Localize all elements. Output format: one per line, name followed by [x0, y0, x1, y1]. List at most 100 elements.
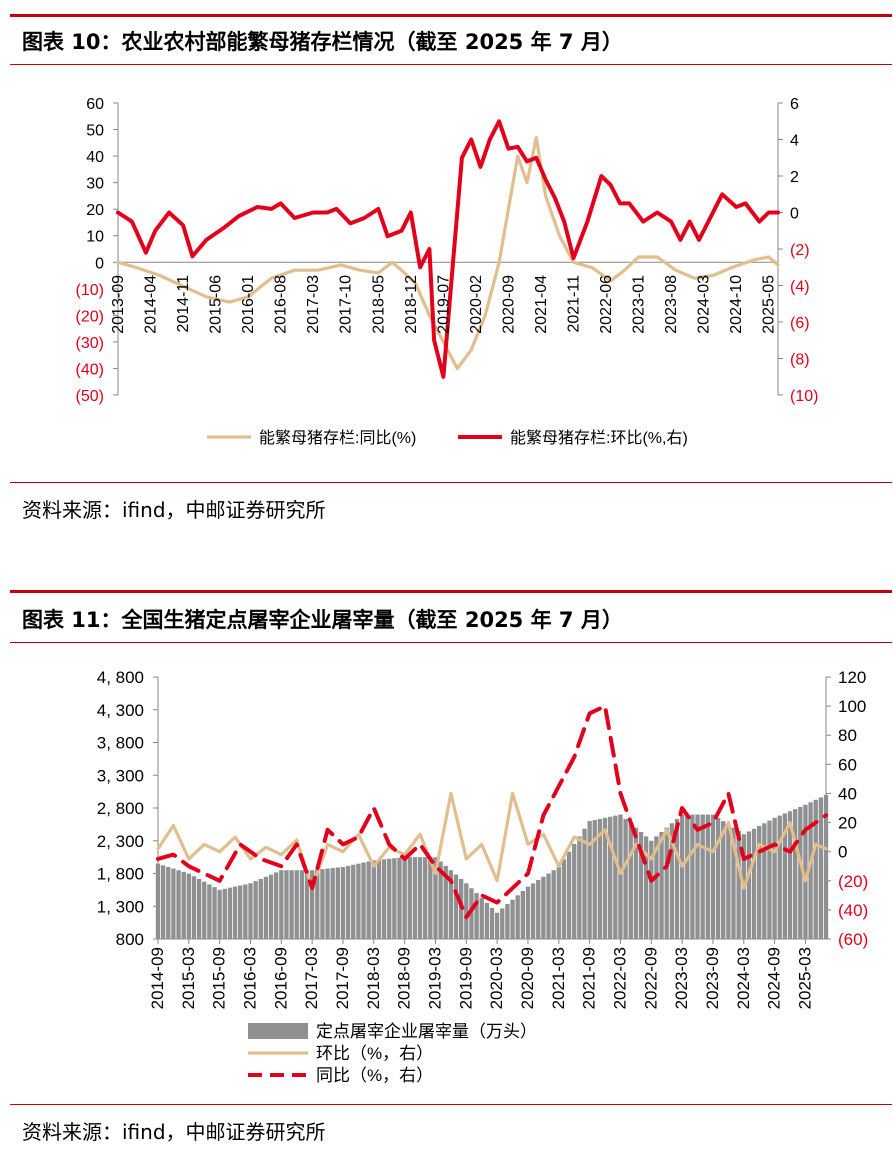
slaughter-volume-bar: [669, 823, 675, 939]
slaughter-volume-bar: [309, 870, 315, 939]
slaughter-volume-bar: [299, 870, 305, 939]
legend-swatch-bar: [248, 1023, 308, 1039]
slaughter-volume-bar: [505, 904, 510, 939]
slaughter-volume-bar: [248, 883, 253, 939]
slaughter-volume-bar: [392, 858, 397, 939]
slaughter-volume-bar: [582, 828, 587, 939]
mom-red-line: [116, 119, 780, 379]
left-axis-tick-label: 2, 300: [97, 832, 144, 851]
slaughter-volume-bar: [510, 899, 515, 939]
slaughter-volume-bar: [577, 836, 582, 939]
left-axis-tick-label: (10): [76, 282, 104, 299]
slaughter-volume-bar: [279, 870, 284, 939]
x-axis-tick-label: 2020-03: [487, 947, 506, 1009]
slaughter-volume-bar: [268, 874, 274, 939]
slaughter-volume-bar: [238, 885, 243, 939]
slaughter-volume-bar: [155, 863, 161, 939]
slaughter-volume-bar: [726, 824, 731, 939]
slaughter-volume-bar: [196, 878, 202, 939]
slaughter-volume-bar: [381, 859, 387, 939]
slaughter-volume-bar: [597, 818, 603, 939]
slaughter-volume-bar: [289, 870, 294, 939]
slaughter-volume-bar: [757, 826, 762, 939]
slaughter-volume-bar: [556, 866, 561, 939]
slaughter-volume-bar: [263, 876, 269, 939]
x-axis-tick-label: 2014-11: [175, 275, 192, 333]
x-axis-tick-label: 2017-03: [305, 275, 322, 334]
slaughter-volume-bar: [664, 827, 669, 939]
slaughter-volume-bar: [613, 815, 618, 939]
slaughter-volume-bar: [417, 857, 423, 939]
left-axis-tick-label: 20: [86, 202, 104, 219]
slaughter-volume-bar: [479, 898, 484, 939]
slaughter-volume-bar: [700, 814, 705, 939]
slaughter-volume-bar: [325, 868, 330, 939]
right-axis-tick-label: (40): [838, 901, 868, 920]
x-axis-tick-label: 2022-06: [598, 275, 615, 334]
slaughter-volume-bar: [335, 867, 341, 939]
tan-line: [156, 791, 828, 890]
x-axis-tick-label: 2023-08: [663, 275, 680, 334]
slaughter-volume-bar: [546, 873, 551, 939]
slaughter-volume-bar: [659, 832, 664, 939]
slaughter-volume-bar: [746, 831, 752, 939]
legend-label: 环比（%，右）: [316, 1044, 433, 1063]
right-axis-tick-label: (10): [790, 388, 818, 405]
x-axis-tick-label: 2015-09: [210, 947, 229, 1009]
x-axis-tick-label: 2016-03: [240, 947, 259, 1009]
x-axis-tick-label: 2014-09: [148, 947, 167, 1009]
slaughter-volume-bar: [685, 814, 690, 939]
slaughter-volume-bar: [171, 868, 176, 939]
slaughter-volume-bar: [412, 857, 418, 939]
slaughter-volume-bar: [731, 827, 736, 939]
slaughter-volume-bar: [710, 814, 716, 939]
x-axis-tick-label: 2021-11: [565, 275, 582, 333]
slaughter-volume-bar: [160, 865, 166, 939]
slaughter-volume-bar: [428, 857, 433, 939]
left-axis-tick-label: (30): [76, 335, 104, 352]
right-axis-tick-label: (4): [790, 279, 810, 296]
x-axis-tick-label: 2024-03: [696, 275, 713, 334]
left-axis-tick-label: 1, 800: [97, 865, 144, 884]
x-axis-tick-label: 2019-07: [435, 275, 452, 334]
slaughter-volume-bar: [654, 836, 659, 939]
yoy-dashed-line: [156, 704, 828, 920]
figure1-title-rule: [10, 14, 892, 17]
slaughter-volume-bar: [371, 860, 376, 939]
slaughter-volume-bar: [202, 881, 207, 939]
x-axis-tick-label: 2024-03: [734, 947, 753, 1009]
right-axis-tick-label: 4: [790, 133, 799, 150]
figure1-footer-divider: [10, 482, 892, 483]
x-axis-tick-label: 2016-01: [240, 275, 257, 334]
slaughter-volume-bar: [361, 862, 366, 939]
slaughter-volume-bar: [232, 886, 238, 939]
x-axis-tick-label: 2023-03: [672, 947, 691, 1009]
slaughter-volume-bar: [294, 870, 299, 939]
x-axis-tick-label: 2021-04: [533, 275, 550, 334]
slaughter-volume-bar: [448, 870, 454, 939]
x-axis-tick-label: 2024-09: [765, 947, 784, 1009]
left-axis-tick-label: 0: [95, 255, 104, 272]
left-axis-tick-label: 10: [86, 229, 104, 246]
legend-label: 能繁母猪存栏:同比(%): [259, 429, 416, 447]
x-axis-tick-label: 2021-03: [549, 947, 568, 1009]
slaughter-volume-bar: [484, 902, 490, 939]
legend-label: 定点屠宰企业屠宰量（万头）: [316, 1022, 537, 1041]
figure2-header-divider: [10, 642, 892, 643]
right-axis-tick-label: 20: [838, 814, 857, 833]
slaughter-volume-bar: [366, 861, 371, 939]
x-axis-tick-label: 2017-10: [338, 275, 355, 334]
slaughter-volume-bar: [191, 876, 197, 939]
slaughter-volume-bar: [690, 814, 695, 939]
x-axis-tick-label: 2015-03: [179, 947, 198, 1009]
slaughter-volume-bar: [222, 888, 227, 939]
figure2-source: 资料来源：ifind，中邮证券研究所: [22, 1120, 326, 1144]
right-axis-tick-label: (20): [838, 872, 868, 891]
slaughter-volume-bar: [649, 840, 654, 939]
x-axis-tick-label: 2024-10: [728, 275, 745, 334]
slaughter-volume-bar: [356, 863, 361, 939]
left-axis-tick-label: (20): [76, 308, 104, 325]
left-axis-tick-label: 1, 300: [97, 897, 144, 916]
slaughter-volume-bar: [530, 883, 536, 939]
slaughter-volume-bar: [762, 823, 767, 939]
